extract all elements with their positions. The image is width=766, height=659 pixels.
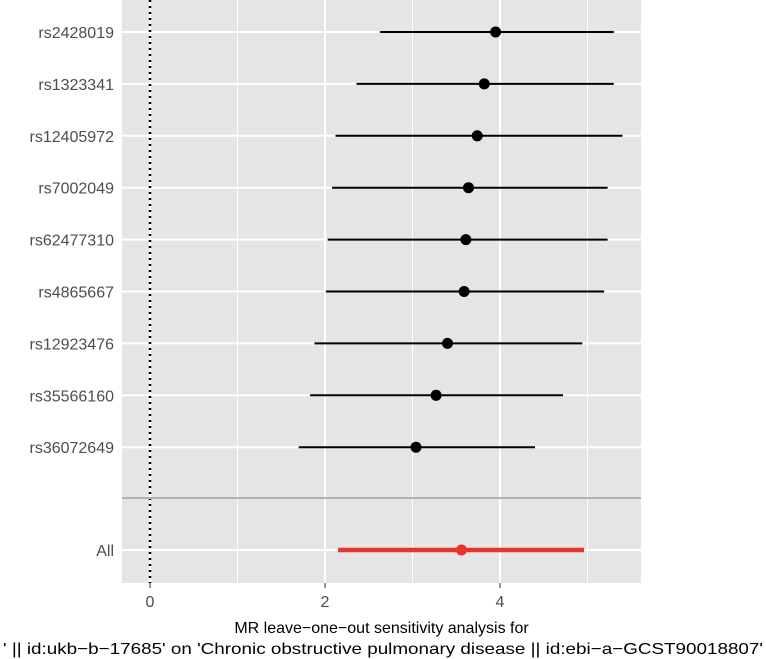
- y-tick-label-rs12405972: rs12405972: [29, 129, 114, 146]
- y-tick-label-rs35566160: rs35566160: [29, 388, 114, 405]
- estimate-point-rs62477310: [460, 234, 472, 246]
- y-tick-label-summary: All: [96, 543, 114, 560]
- y-tick-label-rs4865667: rs4865667: [38, 285, 114, 302]
- y-axis-labels: rs2428019 rs1323341 rs12405972 rs7002049 rs6…: [29, 25, 114, 560]
- y-tick-label-rs62477310: rs62477310: [29, 233, 114, 250]
- estimate-point-rs35566160: [430, 389, 442, 401]
- y-tick-label-rs2428019: rs2428019: [38, 25, 114, 42]
- x-tick-label: 2: [321, 594, 330, 611]
- y-tick-label-rs12923476: rs12923476: [29, 336, 114, 353]
- estimate-point-rs12405972: [471, 130, 483, 142]
- estimate-point-rs36072649: [410, 441, 422, 453]
- estimate-point-rs4865667: [458, 286, 470, 297]
- y-tick-label-rs1323341: rs1323341: [38, 77, 114, 94]
- estimate-point-rs1323341: [478, 78, 490, 90]
- x-axis-title-line-2: ' || id:ukb−b−17685' on 'Chronic obstruc…: [3, 641, 763, 658]
- x-tick-label: 4: [496, 594, 505, 611]
- y-tick-label-rs7002049: rs7002049: [38, 181, 114, 198]
- x-tick-label: 0: [146, 594, 155, 611]
- x-axis-title-line-1: MR leave−one−out sensitivity analysis fo…: [234, 620, 529, 637]
- summary-estimate-point: [456, 544, 467, 556]
- x-axis: 0 2 4: [146, 583, 505, 611]
- estimate-point-rs7002049: [463, 182, 474, 194]
- estimate-point-rs2428019: [490, 26, 502, 38]
- estimate-point-rs12923476: [442, 337, 453, 349]
- y-tick-label-rs36072649: rs36072649: [29, 440, 114, 457]
- estimate-marks: [298, 26, 623, 556]
